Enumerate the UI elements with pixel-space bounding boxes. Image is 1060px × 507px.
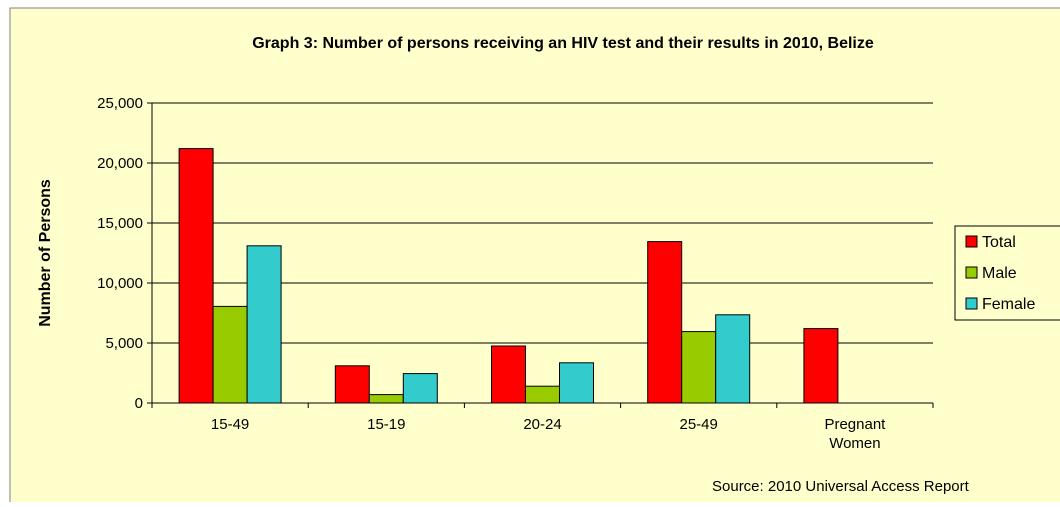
- bar-total: [647, 241, 683, 404]
- bar-female: [559, 362, 594, 404]
- y-tick-label: 25,000: [97, 95, 143, 112]
- y-axis-ticks: 0 5,000 10,000 15,000 20,000 25,000: [97, 95, 152, 412]
- bar-female: [402, 373, 438, 404]
- y-axis-label: Number of Persons: [37, 179, 54, 327]
- legend-label-male: Male: [982, 265, 1017, 282]
- x-tick-label: Pregnant Women: [824, 416, 886, 452]
- legend-label-female: Female: [982, 296, 1035, 313]
- legend-swatch-total: [965, 235, 978, 248]
- bar-total: [178, 148, 214, 404]
- x-tick-label: 20-24: [523, 416, 561, 433]
- gridlines: [152, 102, 933, 344]
- x-tick-label: 25-49: [680, 416, 718, 433]
- chart-title: Graph 3: Number of persons receiving an …: [252, 35, 874, 52]
- legend: Total Male Female: [954, 225, 1060, 321]
- bar-female: [246, 245, 282, 404]
- x-axis-ticks: 15-49 15-19 20-24 25-49 Pregnant Women: [151, 403, 934, 452]
- legend-swatch-female: [965, 297, 978, 310]
- bar-total: [803, 328, 839, 404]
- legend-swatch-male: [965, 266, 978, 279]
- bar-total: [491, 345, 526, 404]
- bar-female: [715, 314, 751, 404]
- y-tick-label: 0: [135, 395, 143, 412]
- bar-male: [368, 394, 404, 404]
- bar-total: [334, 365, 370, 404]
- y-tick-label: 5,000: [105, 335, 143, 352]
- bars: [178, 148, 839, 404]
- y-tick-label: 20,000: [97, 155, 143, 172]
- bar-male: [212, 305, 248, 404]
- source-note: Source: 2010 Universal Access Report: [712, 478, 970, 495]
- legend-label-total: Total: [982, 234, 1016, 251]
- bar-male: [525, 385, 560, 404]
- x-tick-label: 15-19: [367, 416, 405, 433]
- bar-male: [681, 331, 717, 404]
- x-tick-label: 15-49: [211, 416, 249, 433]
- y-tick-label: 10,000: [97, 275, 143, 292]
- y-tick-label: 15,000: [97, 215, 143, 232]
